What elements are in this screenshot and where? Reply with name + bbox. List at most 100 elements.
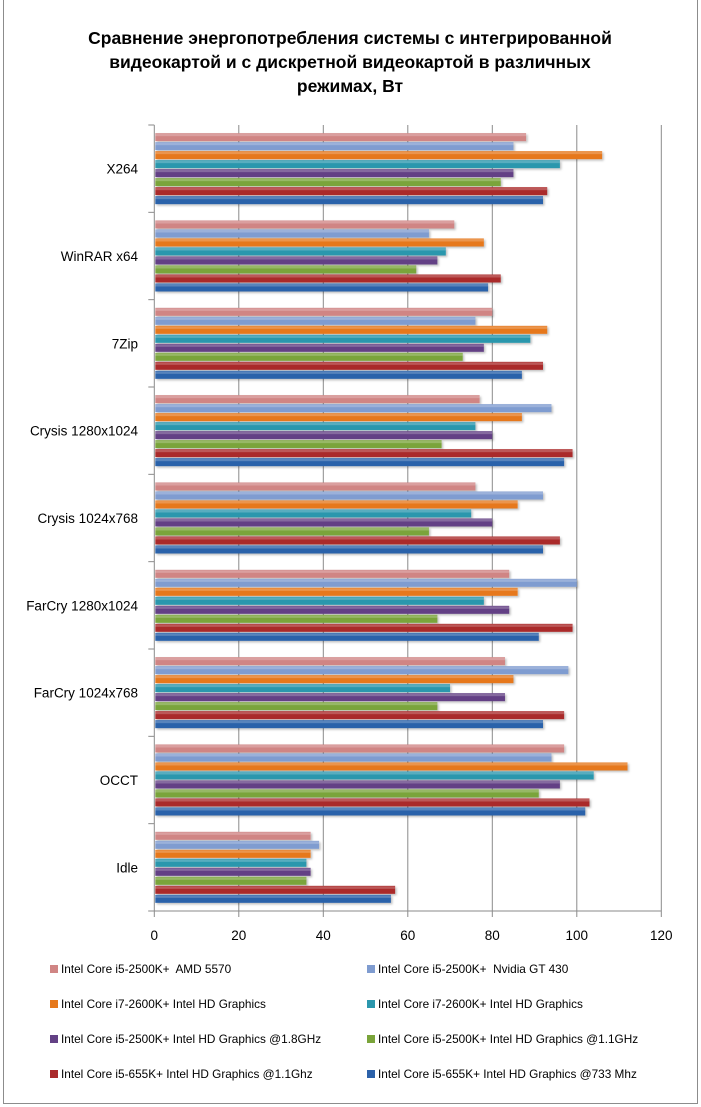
bars (155, 133, 628, 903)
bar-highlight (155, 657, 505, 661)
bar (155, 675, 514, 684)
bar (155, 762, 628, 771)
legend-label: Intel Core i7-2600K+ Intel HD Graphics (378, 997, 583, 1011)
x-tick-label: 0 (151, 928, 159, 943)
bar (155, 840, 320, 849)
bar-highlight (155, 790, 539, 793)
bar-highlight (155, 440, 442, 444)
bar (155, 527, 429, 536)
bar (155, 693, 505, 702)
gridlines (238, 125, 662, 911)
bar (155, 283, 489, 292)
bar (155, 831, 311, 840)
bar (155, 169, 514, 178)
bar-highlight (155, 266, 417, 269)
legend-swatch (50, 1035, 58, 1043)
legend-swatch (367, 965, 375, 973)
bar-highlight (155, 178, 501, 182)
legend-item: Intel Core i5-2500K+ Nvidia GT 430 (367, 962, 568, 976)
bar (155, 220, 455, 229)
bar (155, 894, 391, 903)
bar-highlight (155, 413, 522, 417)
bar (155, 849, 311, 858)
bar-highlight (155, 501, 518, 504)
bar (155, 229, 429, 238)
bar-highlight (155, 239, 484, 242)
legend-label: Intel Core i5-655K+ Intel HD Graphics @1… (61, 1067, 313, 1081)
bar (155, 867, 311, 876)
bar (155, 395, 480, 404)
bar-highlight (155, 196, 544, 200)
bar (155, 178, 501, 187)
bar-highlight (155, 666, 569, 670)
bar-highlight (155, 187, 548, 191)
category-label: Crysis 1024x768 (37, 511, 138, 526)
bar (155, 334, 531, 343)
bar-highlight (155, 510, 472, 513)
bar (155, 632, 539, 641)
bar (155, 151, 603, 160)
legend-item: Intel Core i7-2600K+ Intel HD Graphics (367, 997, 583, 1011)
category-label: WinRAR x64 (61, 249, 139, 264)
bar (155, 702, 438, 711)
legend-item: Intel Core i5-655K+ Intel HD Graphics @7… (367, 1067, 637, 1081)
category-labels: X264 WinRAR x64 7Zip Crysis 1280x1024 Crysis… (26, 162, 138, 876)
bar (155, 771, 594, 780)
bar (155, 238, 484, 247)
category-label: X264 (106, 162, 138, 177)
bar (155, 265, 417, 274)
legend-swatch (50, 1070, 58, 1078)
bar-highlight (155, 841, 320, 844)
bar-highlight (155, 326, 548, 329)
chart-title-line-3: режимах, Вт (296, 76, 404, 96)
bar (155, 482, 476, 491)
bar (155, 858, 307, 867)
bar (155, 449, 573, 458)
legend-label: Intel Core i5-655K+ Intel HD Graphics @7… (378, 1067, 637, 1081)
legend-item: Intel Core i7-2600K+ Intel HD Graphics (50, 997, 266, 1011)
bar-highlight (155, 799, 590, 802)
bar-highlight (155, 133, 527, 137)
x-tick-label: 20 (231, 928, 246, 943)
bar-highlight (155, 317, 476, 320)
bar (155, 440, 442, 449)
bar (155, 605, 510, 614)
bar-highlight (155, 353, 463, 356)
bar-highlight (155, 449, 573, 453)
bar-highlight (155, 781, 560, 784)
bar (155, 789, 539, 798)
category-label: Idle (116, 860, 138, 875)
bar (155, 352, 463, 361)
bar (155, 431, 493, 440)
legend-label: Intel Core i7-2600K+ Intel HD Graphics (61, 997, 266, 1011)
legend-label: Intel Core i5-2500K+ Nvidia GT 430 (378, 962, 569, 976)
bar (155, 160, 560, 169)
bar (155, 536, 560, 545)
bar-highlight (155, 615, 438, 618)
bar-highlight (155, 362, 544, 365)
bar (155, 422, 476, 431)
bar-highlight (155, 344, 484, 347)
bar-highlight (155, 895, 391, 898)
x-tick-label: 80 (485, 928, 500, 943)
bar (155, 325, 548, 334)
category-label: FarCry 1280x1024 (26, 598, 138, 613)
bar (155, 500, 518, 509)
bar (155, 142, 514, 151)
bar (155, 623, 573, 632)
bar (155, 720, 544, 729)
bar (155, 569, 510, 578)
bar-highlight (155, 546, 544, 549)
x-tick-label: 60 (400, 928, 415, 943)
bar-highlight (155, 720, 544, 724)
bar (155, 316, 476, 325)
bar (155, 885, 396, 894)
bar-highlight (155, 693, 505, 697)
bar-highlight (155, 221, 455, 224)
legend-label: Intel Core i5-2500K+ Intel HD Graphics @… (61, 1032, 322, 1046)
legend-item: Intel Core i5-2500K+ AMD 5570 (50, 962, 231, 976)
legend-item: Intel Core i5-655K+ Intel HD Graphics @1… (50, 1067, 313, 1081)
category-label: FarCry 1024x768 (34, 686, 138, 701)
bar-highlight (155, 675, 514, 679)
chart-title-line-1: Сравнение энергопотребления системы с ин… (88, 28, 612, 48)
